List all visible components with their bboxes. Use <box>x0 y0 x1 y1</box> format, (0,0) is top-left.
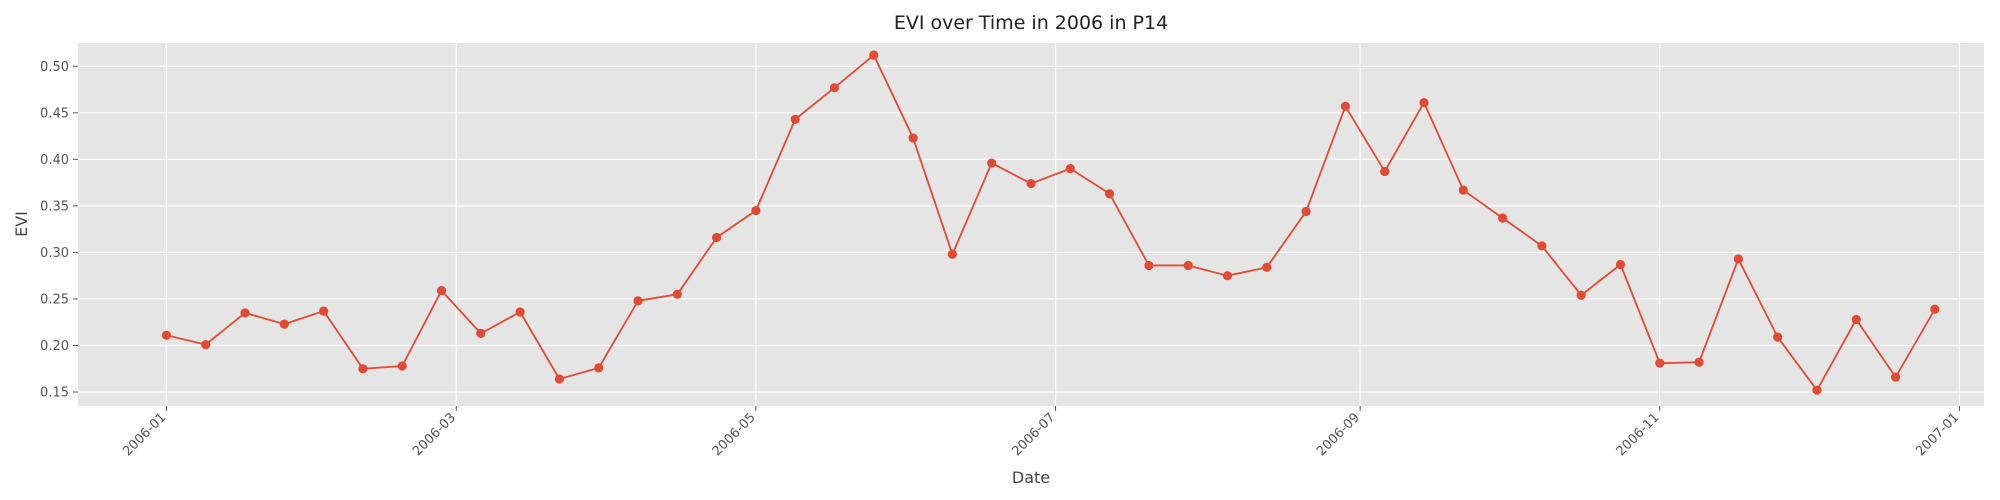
data-point <box>397 361 407 371</box>
y-tick-label: 0.30 <box>40 246 69 261</box>
y-tick-label: 0.15 <box>40 386 69 401</box>
y-tick-label: 0.25 <box>40 292 69 307</box>
data-point <box>161 330 172 340</box>
data-point <box>515 307 525 317</box>
y-tick-label: 0.45 <box>40 106 69 121</box>
grid-lines <box>78 43 1984 406</box>
x-tick-label: 2006-07 <box>1009 410 1058 459</box>
x-tick-label: 2007-01 <box>1913 410 1962 459</box>
data-point <box>672 289 682 299</box>
data-point <box>319 306 329 316</box>
data-point <box>1497 213 1508 223</box>
data-point <box>633 296 643 306</box>
x-tick-label: 2006-05 <box>710 410 759 459</box>
y-tick-label: 0.50 <box>40 60 69 75</box>
data-point <box>1773 332 1783 342</box>
data-point <box>1890 372 1901 382</box>
data-point <box>1694 357 1704 367</box>
y-tick-label: 0.20 <box>40 339 69 354</box>
data-point <box>947 249 958 259</box>
x-tick-label: 2006-01 <box>120 410 169 459</box>
data-point <box>1733 254 1743 264</box>
data-point <box>594 363 604 373</box>
data-point <box>1144 260 1154 271</box>
x-tick-label: 2006-09 <box>1314 410 1363 459</box>
x-tick-label: 2006-11 <box>1614 410 1663 459</box>
data-point <box>1576 290 1586 300</box>
data-point <box>712 232 722 243</box>
plot-area <box>78 43 1984 406</box>
x-axis: 2006-01 2006-03 2006-05 2006-07 2006-09 2006-… <box>120 406 1962 459</box>
chart-title: EVI over Time in 2006 in P14 <box>894 12 1168 34</box>
data-point <box>1026 178 1036 189</box>
data-point <box>908 133 918 143</box>
data-point <box>1301 206 1311 217</box>
data-point <box>987 158 997 168</box>
data-point <box>751 205 761 216</box>
data-point <box>1183 260 1193 271</box>
data-point <box>201 339 211 350</box>
y-axis: 0.15 0.20 0.25 0.30 0.35 0.40 0.45 0.50 <box>40 60 78 401</box>
data-point <box>358 364 368 374</box>
data-point <box>1065 164 1075 174</box>
x-axis-label: Date <box>1012 468 1050 487</box>
x-tick-label: 2006-03 <box>410 410 459 459</box>
data-point <box>869 50 879 60</box>
series-evi <box>161 50 1940 395</box>
data-point <box>1458 185 1468 195</box>
data-point <box>1655 358 1665 368</box>
data-point <box>1851 314 1861 325</box>
series-line <box>166 54 1936 392</box>
data-point <box>436 285 447 296</box>
data-point <box>240 308 250 318</box>
data-point <box>1537 241 1547 251</box>
y-axis-label: EVI <box>12 211 31 237</box>
data-point <box>1104 189 1115 199</box>
data-point <box>1419 97 1429 108</box>
data-point <box>1262 262 1272 272</box>
data-point <box>1812 385 1822 395</box>
y-tick-label: 0.40 <box>40 153 69 168</box>
data-point <box>1930 304 1940 314</box>
y-tick-label: 0.35 <box>40 199 69 214</box>
data-point <box>1380 166 1390 177</box>
data-point <box>1340 101 1350 111</box>
data-point <box>554 374 565 384</box>
data-point <box>476 328 486 338</box>
data-point <box>1615 259 1626 270</box>
data-point <box>790 114 800 124</box>
data-point <box>1222 271 1233 281</box>
data-point <box>279 319 289 329</box>
data-point <box>829 83 840 93</box>
